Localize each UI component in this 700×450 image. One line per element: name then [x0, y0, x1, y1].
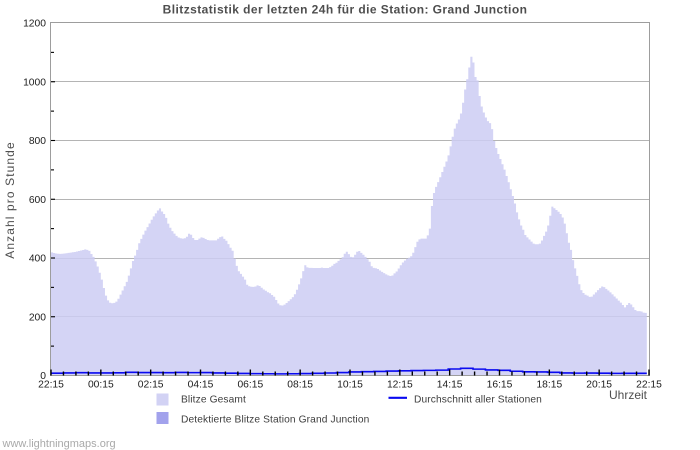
svg-text:200: 200	[29, 312, 46, 323]
svg-text:00:15: 00:15	[88, 380, 114, 391]
svg-text:18:15: 18:15	[536, 380, 562, 391]
svg-text:800: 800	[29, 136, 46, 147]
svg-text:04:15: 04:15	[188, 380, 214, 391]
svg-text:www.lightningmaps.org: www.lightningmaps.org	[2, 438, 116, 450]
svg-text:02:15: 02:15	[138, 380, 164, 391]
svg-text:1200: 1200	[23, 19, 46, 30]
svg-text:Anzahl pro Stunde: Anzahl pro Stunde	[3, 141, 17, 258]
svg-text:1000: 1000	[23, 77, 46, 88]
svg-text:Blitze Gesamt: Blitze Gesamt	[181, 395, 246, 406]
svg-text:22:15: 22:15	[38, 380, 64, 391]
svg-text:400: 400	[29, 254, 46, 265]
svg-text:Blitzstatistik der letzten 24h: Blitzstatistik der letzten 24h für die S…	[163, 3, 528, 17]
svg-text:20:15: 20:15	[586, 380, 612, 391]
svg-text:08:15: 08:15	[287, 380, 313, 391]
svg-text:Uhrzeit: Uhrzeit	[609, 388, 648, 402]
svg-text:Durchschnitt aller Stationen: Durchschnitt aller Stationen	[414, 395, 542, 406]
svg-text:600: 600	[29, 195, 46, 206]
svg-text:Detektierte Blitze Station Gra: Detektierte Blitze Station Grand Junctio…	[181, 415, 369, 426]
svg-text:12:15: 12:15	[387, 380, 413, 391]
svg-text:22:15: 22:15	[636, 380, 662, 391]
svg-text:06:15: 06:15	[237, 380, 263, 391]
svg-text:14:15: 14:15	[437, 380, 463, 391]
svg-text:10:15: 10:15	[337, 380, 363, 391]
svg-text:0: 0	[40, 371, 46, 382]
svg-text:16:15: 16:15	[487, 380, 513, 391]
